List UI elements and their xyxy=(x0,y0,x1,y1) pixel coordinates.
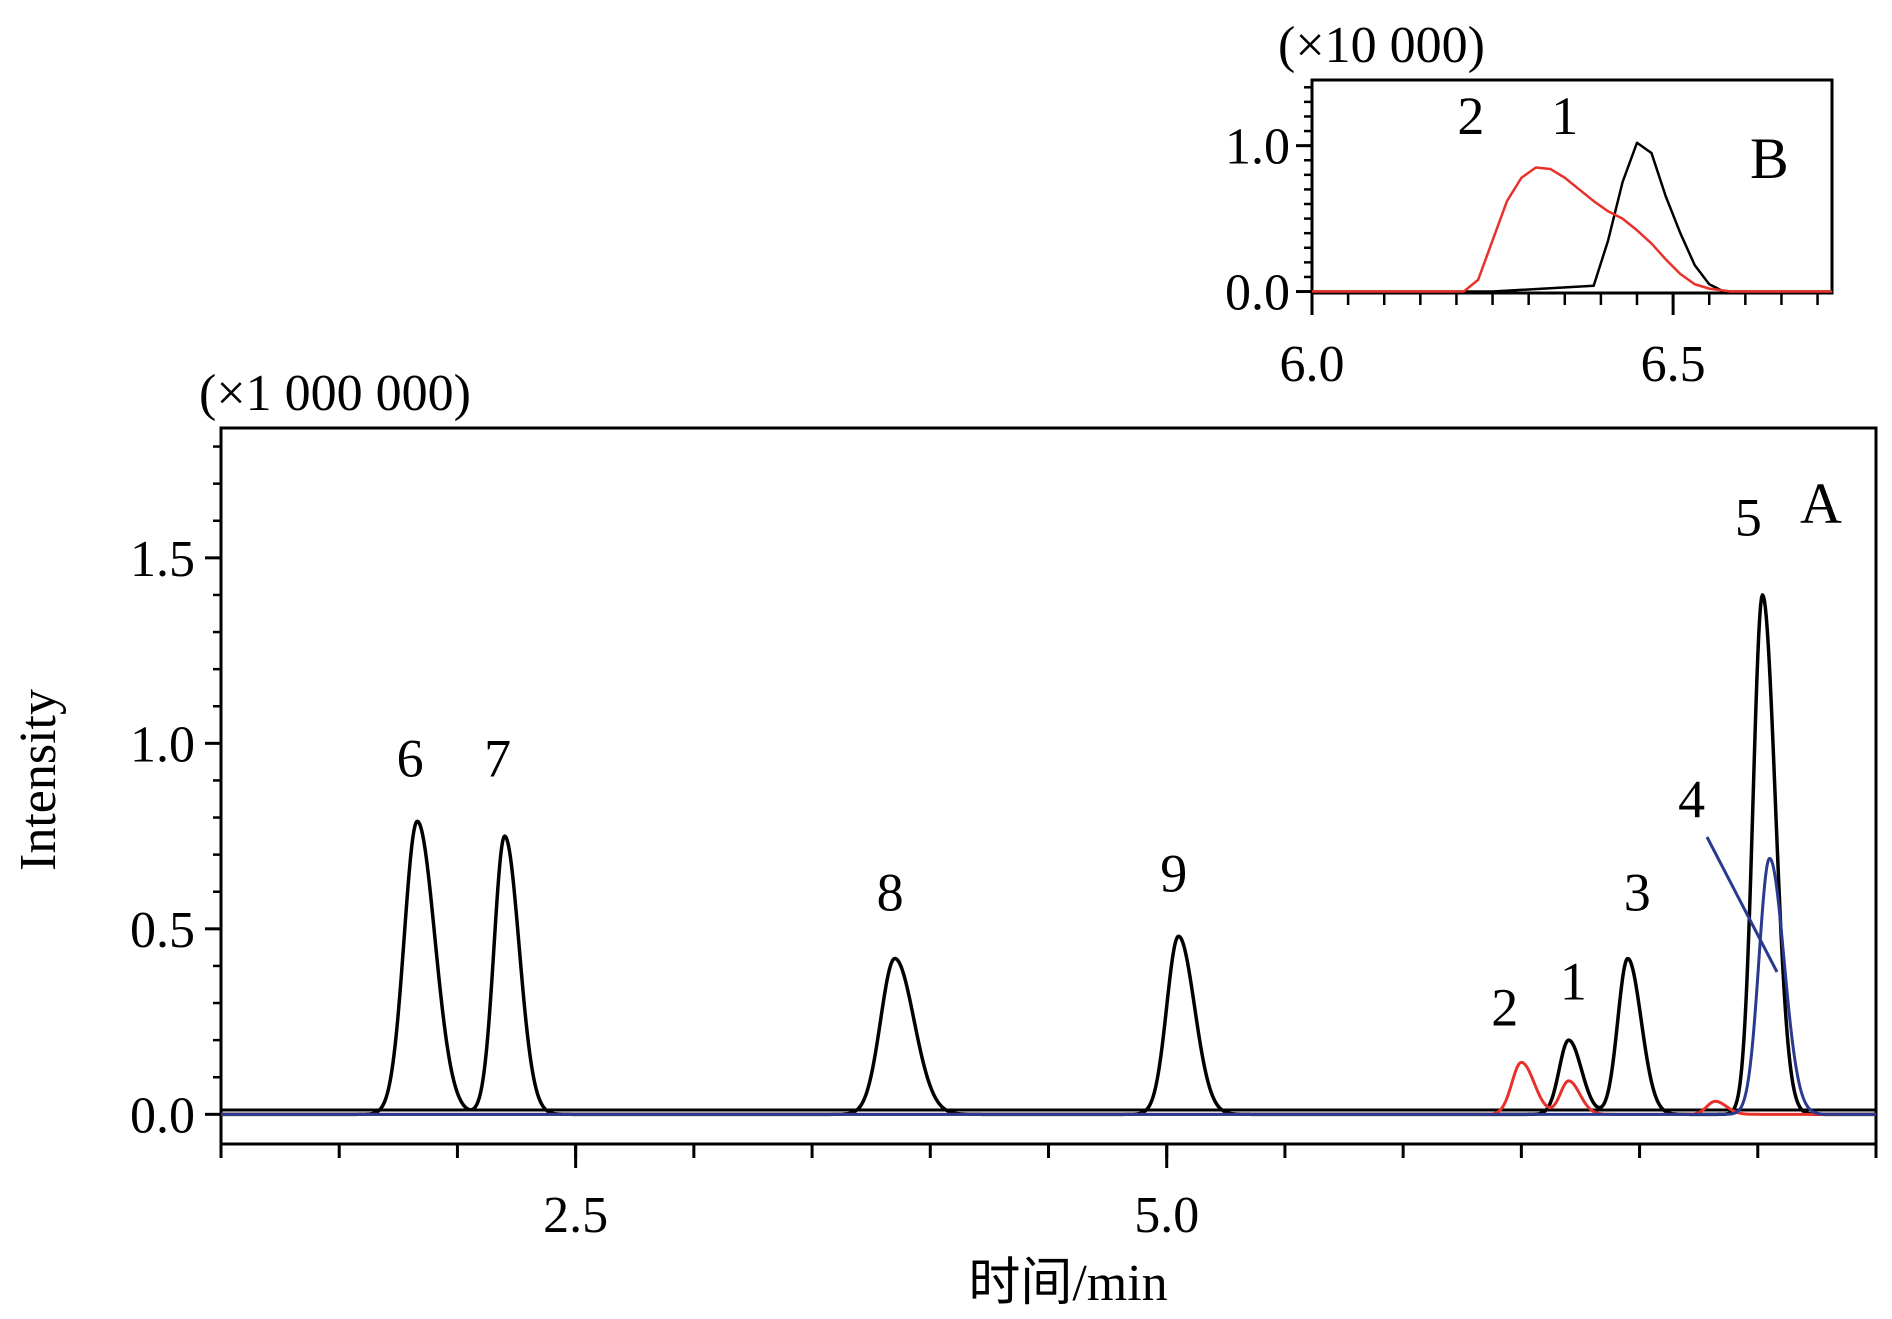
peak-label: 8 xyxy=(877,862,904,922)
peak-label: 3 xyxy=(1624,862,1651,922)
peak-label: 9 xyxy=(1160,844,1187,904)
y-tick-label: 1.5 xyxy=(130,531,195,588)
panel-b-series xyxy=(1312,141,1832,293)
peak-label: 2 xyxy=(1491,977,1518,1037)
b-x-tick-label: 6.5 xyxy=(1641,336,1706,393)
panel-b-multiplier-label: (×10 000) xyxy=(1278,17,1485,74)
y-tick-label: 0.0 xyxy=(130,1087,195,1144)
b-x-tick-label: 6.0 xyxy=(1280,336,1345,393)
panel-a-series-line xyxy=(220,593,1877,1117)
panel-a-x-axis-title: 时间/min xyxy=(968,1255,1167,1312)
panel-b-frame xyxy=(1310,78,1834,295)
peak-4-leader-line xyxy=(1705,836,1779,973)
peak-label: 1 xyxy=(1560,951,1587,1011)
panel-a-frame xyxy=(219,426,1878,1146)
panel-a-ticks: 2.5 5.0 0.0 0.5 1.0 1.5 xyxy=(130,445,1878,1244)
panel-a: 2.5 5.0 0.0 0.5 1.0 1.5 6 7 8 9 2 134 5 A (×1 000 0… xyxy=(10,365,1878,1312)
panel-a-letter: A xyxy=(1800,471,1842,536)
peak-label: 4 xyxy=(1678,770,1705,830)
x-tick-label: 2.5 xyxy=(543,1187,608,1244)
peak-label: 7 xyxy=(484,729,511,789)
y-tick-label: 1.0 xyxy=(130,716,195,773)
panel-a-y-axis-title: Intensity xyxy=(10,689,67,871)
panel-a-series-line xyxy=(220,856,1877,1116)
b-peak-label: 1 xyxy=(1551,86,1578,146)
panel-b-ticks: 6.0 6.5 0.0 1.0 xyxy=(1225,86,1819,393)
panel-b-letter: B xyxy=(1750,126,1789,191)
panel-b-series-line xyxy=(1312,141,1832,293)
panel-b-series-line xyxy=(1312,166,1832,293)
peak-label: 5 xyxy=(1735,488,1762,548)
y-tick-label: 0.5 xyxy=(130,902,195,959)
x-tick-label: 5.0 xyxy=(1134,1187,1199,1244)
panel-a-peak-labels: 6 7 8 9 2 134 5 xyxy=(397,488,1762,1038)
b-y-tick-label: 1.0 xyxy=(1225,119,1290,176)
b-peak-label: 2 xyxy=(1457,86,1484,146)
b-y-tick-label: 0.0 xyxy=(1225,265,1290,322)
peak-label: 6 xyxy=(397,729,424,789)
panel-a-multiplier-label: (×1 000 000) xyxy=(199,365,471,422)
panel-a-series-line xyxy=(220,1060,1877,1116)
panel-a-series xyxy=(220,593,1877,1117)
